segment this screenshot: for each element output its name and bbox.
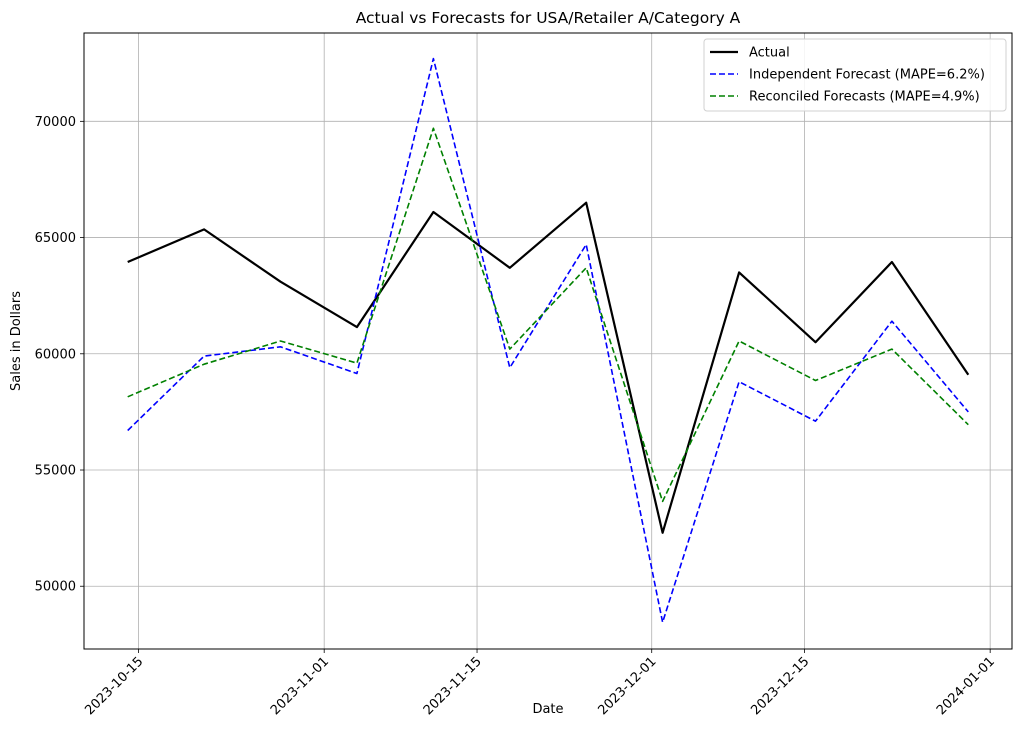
y-tick-label: 55000 xyxy=(35,464,76,479)
legend-label-0: Actual xyxy=(749,46,790,61)
series-line-0 xyxy=(127,201,970,534)
x-tick-label: 2023-11-01 xyxy=(268,654,332,718)
legend-label-1: Independent Forecast (MAPE=6.2%) xyxy=(749,68,985,83)
x-tick-label: 2024-01-01 xyxy=(934,654,998,718)
x-tick-label: 2023-12-15 xyxy=(748,654,812,718)
chart-title: Actual vs Forecasts for USA/Retailer A/C… xyxy=(356,9,741,27)
y-axis: 50000 55000 60000 65000 70000 xyxy=(35,115,84,595)
series-line-1 xyxy=(127,57,969,624)
y-tick-label: 65000 xyxy=(35,231,76,246)
y-tick-label: 60000 xyxy=(35,347,76,362)
x-axis-label: Date xyxy=(532,702,563,717)
legend-box xyxy=(703,38,1007,112)
y-axis-label: Sales in Dollars xyxy=(9,291,24,391)
x-tick-label: 2023-11-15 xyxy=(421,654,485,718)
legend: Actual Independent Forecast (MAPE=6.2%) Re… xyxy=(703,38,1007,112)
plot-frame xyxy=(83,32,1013,650)
y-tick-label: 50000 xyxy=(35,580,76,595)
x-tick-label: 2023-10-15 xyxy=(82,654,146,718)
y-tick-label: 70000 xyxy=(35,115,76,130)
plot-area xyxy=(84,33,1012,649)
legend-label-2: Reconciled Forecasts (MAPE=4.9%) xyxy=(749,90,980,105)
series-line-2 xyxy=(127,127,969,503)
x-tick-label: 2023-12-01 xyxy=(596,654,660,718)
